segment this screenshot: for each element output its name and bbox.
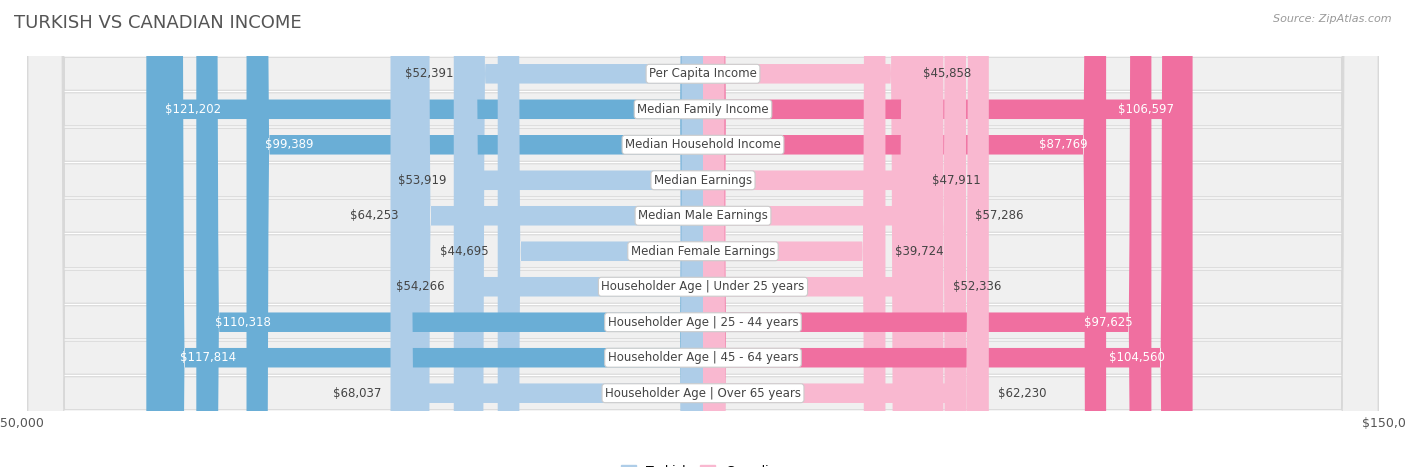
Text: $52,336: $52,336 bbox=[952, 280, 1001, 293]
Text: $44,695: $44,695 bbox=[440, 245, 488, 258]
Legend: Turkish, Canadian: Turkish, Canadian bbox=[616, 460, 790, 467]
Text: TURKISH VS CANADIAN INCOME: TURKISH VS CANADIAN INCOME bbox=[14, 14, 302, 32]
Text: $45,858: $45,858 bbox=[922, 67, 972, 80]
Text: Median Female Earnings: Median Female Earnings bbox=[631, 245, 775, 258]
Text: Median Earnings: Median Earnings bbox=[654, 174, 752, 187]
FancyBboxPatch shape bbox=[703, 0, 966, 467]
FancyBboxPatch shape bbox=[28, 0, 1378, 467]
FancyBboxPatch shape bbox=[28, 0, 1378, 467]
FancyBboxPatch shape bbox=[246, 0, 703, 467]
Text: $87,769: $87,769 bbox=[1039, 138, 1088, 151]
FancyBboxPatch shape bbox=[28, 0, 1378, 467]
Text: Householder Age | 45 - 64 years: Householder Age | 45 - 64 years bbox=[607, 351, 799, 364]
FancyBboxPatch shape bbox=[28, 0, 1378, 467]
FancyBboxPatch shape bbox=[703, 0, 1107, 467]
Text: Median Household Income: Median Household Income bbox=[626, 138, 780, 151]
FancyBboxPatch shape bbox=[162, 0, 703, 467]
FancyBboxPatch shape bbox=[408, 0, 703, 467]
FancyBboxPatch shape bbox=[28, 0, 1378, 467]
Text: $99,389: $99,389 bbox=[264, 138, 314, 151]
FancyBboxPatch shape bbox=[703, 0, 988, 467]
Text: $52,391: $52,391 bbox=[405, 67, 453, 80]
Text: $68,037: $68,037 bbox=[333, 387, 381, 400]
FancyBboxPatch shape bbox=[498, 0, 703, 467]
FancyBboxPatch shape bbox=[456, 0, 703, 467]
FancyBboxPatch shape bbox=[703, 0, 924, 467]
FancyBboxPatch shape bbox=[28, 0, 1378, 467]
FancyBboxPatch shape bbox=[463, 0, 703, 467]
Text: Householder Age | 25 - 44 years: Householder Age | 25 - 44 years bbox=[607, 316, 799, 329]
FancyBboxPatch shape bbox=[703, 0, 1184, 467]
FancyBboxPatch shape bbox=[146, 0, 703, 467]
FancyBboxPatch shape bbox=[28, 0, 1378, 467]
Text: $110,318: $110,318 bbox=[215, 316, 270, 329]
Text: $47,911: $47,911 bbox=[932, 174, 981, 187]
Text: $106,597: $106,597 bbox=[1118, 103, 1174, 116]
FancyBboxPatch shape bbox=[703, 0, 914, 467]
Text: $104,560: $104,560 bbox=[1109, 351, 1164, 364]
FancyBboxPatch shape bbox=[703, 0, 943, 467]
Text: Source: ZipAtlas.com: Source: ZipAtlas.com bbox=[1274, 14, 1392, 24]
FancyBboxPatch shape bbox=[28, 0, 1378, 467]
Text: $64,253: $64,253 bbox=[350, 209, 399, 222]
Text: $54,266: $54,266 bbox=[396, 280, 444, 293]
Text: $121,202: $121,202 bbox=[165, 103, 221, 116]
Text: $117,814: $117,814 bbox=[180, 351, 236, 364]
Text: $53,919: $53,919 bbox=[398, 174, 446, 187]
Text: Householder Age | Under 25 years: Householder Age | Under 25 years bbox=[602, 280, 804, 293]
FancyBboxPatch shape bbox=[28, 0, 1378, 467]
FancyBboxPatch shape bbox=[197, 0, 703, 467]
FancyBboxPatch shape bbox=[703, 0, 1192, 467]
FancyBboxPatch shape bbox=[703, 0, 886, 467]
FancyBboxPatch shape bbox=[28, 0, 1378, 467]
Text: Median Family Income: Median Family Income bbox=[637, 103, 769, 116]
FancyBboxPatch shape bbox=[454, 0, 703, 467]
Text: $62,230: $62,230 bbox=[998, 387, 1046, 400]
Text: Per Capita Income: Per Capita Income bbox=[650, 67, 756, 80]
Text: $57,286: $57,286 bbox=[976, 209, 1024, 222]
Text: $39,724: $39,724 bbox=[894, 245, 943, 258]
Text: Median Male Earnings: Median Male Earnings bbox=[638, 209, 768, 222]
Text: Householder Age | Over 65 years: Householder Age | Over 65 years bbox=[605, 387, 801, 400]
Text: $97,625: $97,625 bbox=[1084, 316, 1133, 329]
FancyBboxPatch shape bbox=[703, 0, 1152, 467]
FancyBboxPatch shape bbox=[391, 0, 703, 467]
